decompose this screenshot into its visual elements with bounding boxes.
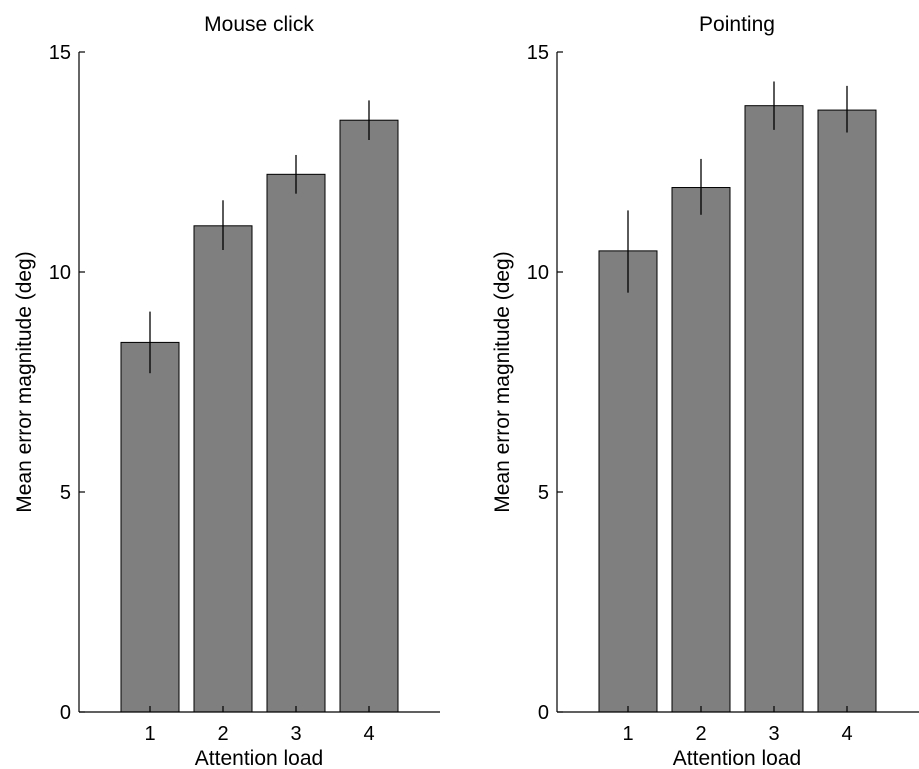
x-tick-label: 1 — [144, 723, 155, 745]
y-tick-label: 15 — [527, 42, 549, 64]
y-tick-label: 0 — [60, 702, 71, 724]
bar — [817, 109, 877, 713]
y-tick-label: 15 — [49, 42, 71, 64]
bar — [266, 173, 326, 713]
y-tick-label: 5 — [60, 482, 71, 504]
chart-title: Pointing — [699, 13, 775, 36]
y-tick-label: 0 — [538, 702, 549, 724]
x-tick-label: 3 — [768, 723, 779, 745]
bar — [671, 187, 731, 713]
bar — [339, 119, 399, 713]
y-tick-label: 5 — [538, 482, 549, 504]
y-axis-label: Mean error magnitude (deg) — [491, 251, 514, 512]
x-tick-label: 2 — [217, 723, 228, 745]
x-tick-label: 4 — [363, 723, 374, 745]
bar — [120, 341, 180, 713]
x-tick-label: 4 — [841, 723, 852, 745]
bar — [193, 225, 253, 713]
plot-area: 0 5 10 15 1 2 3 4 — [49, 42, 440, 745]
x-tick-label: 2 — [695, 723, 706, 745]
x-tick-label: 3 — [290, 723, 301, 745]
x-axis-label: Attention load — [195, 747, 323, 769]
chart-title: Mouse click — [204, 13, 314, 36]
x-tick-label: 1 — [622, 723, 633, 745]
bar — [744, 105, 804, 713]
y-tick-label: 10 — [49, 262, 71, 284]
panel-mouse-click: Mouse click Mean error magnitude (deg) A… — [13, 13, 440, 769]
plot-area: 0 5 10 15 1 2 3 4 — [527, 42, 919, 745]
x-axis-label: Attention load — [673, 747, 801, 769]
panel-pointing: Pointing Mean error magnitude (deg) Atte… — [491, 13, 919, 769]
y-tick-label: 10 — [527, 262, 549, 284]
y-axis-label: Mean error magnitude (deg) — [13, 251, 36, 512]
bar — [598, 250, 658, 713]
